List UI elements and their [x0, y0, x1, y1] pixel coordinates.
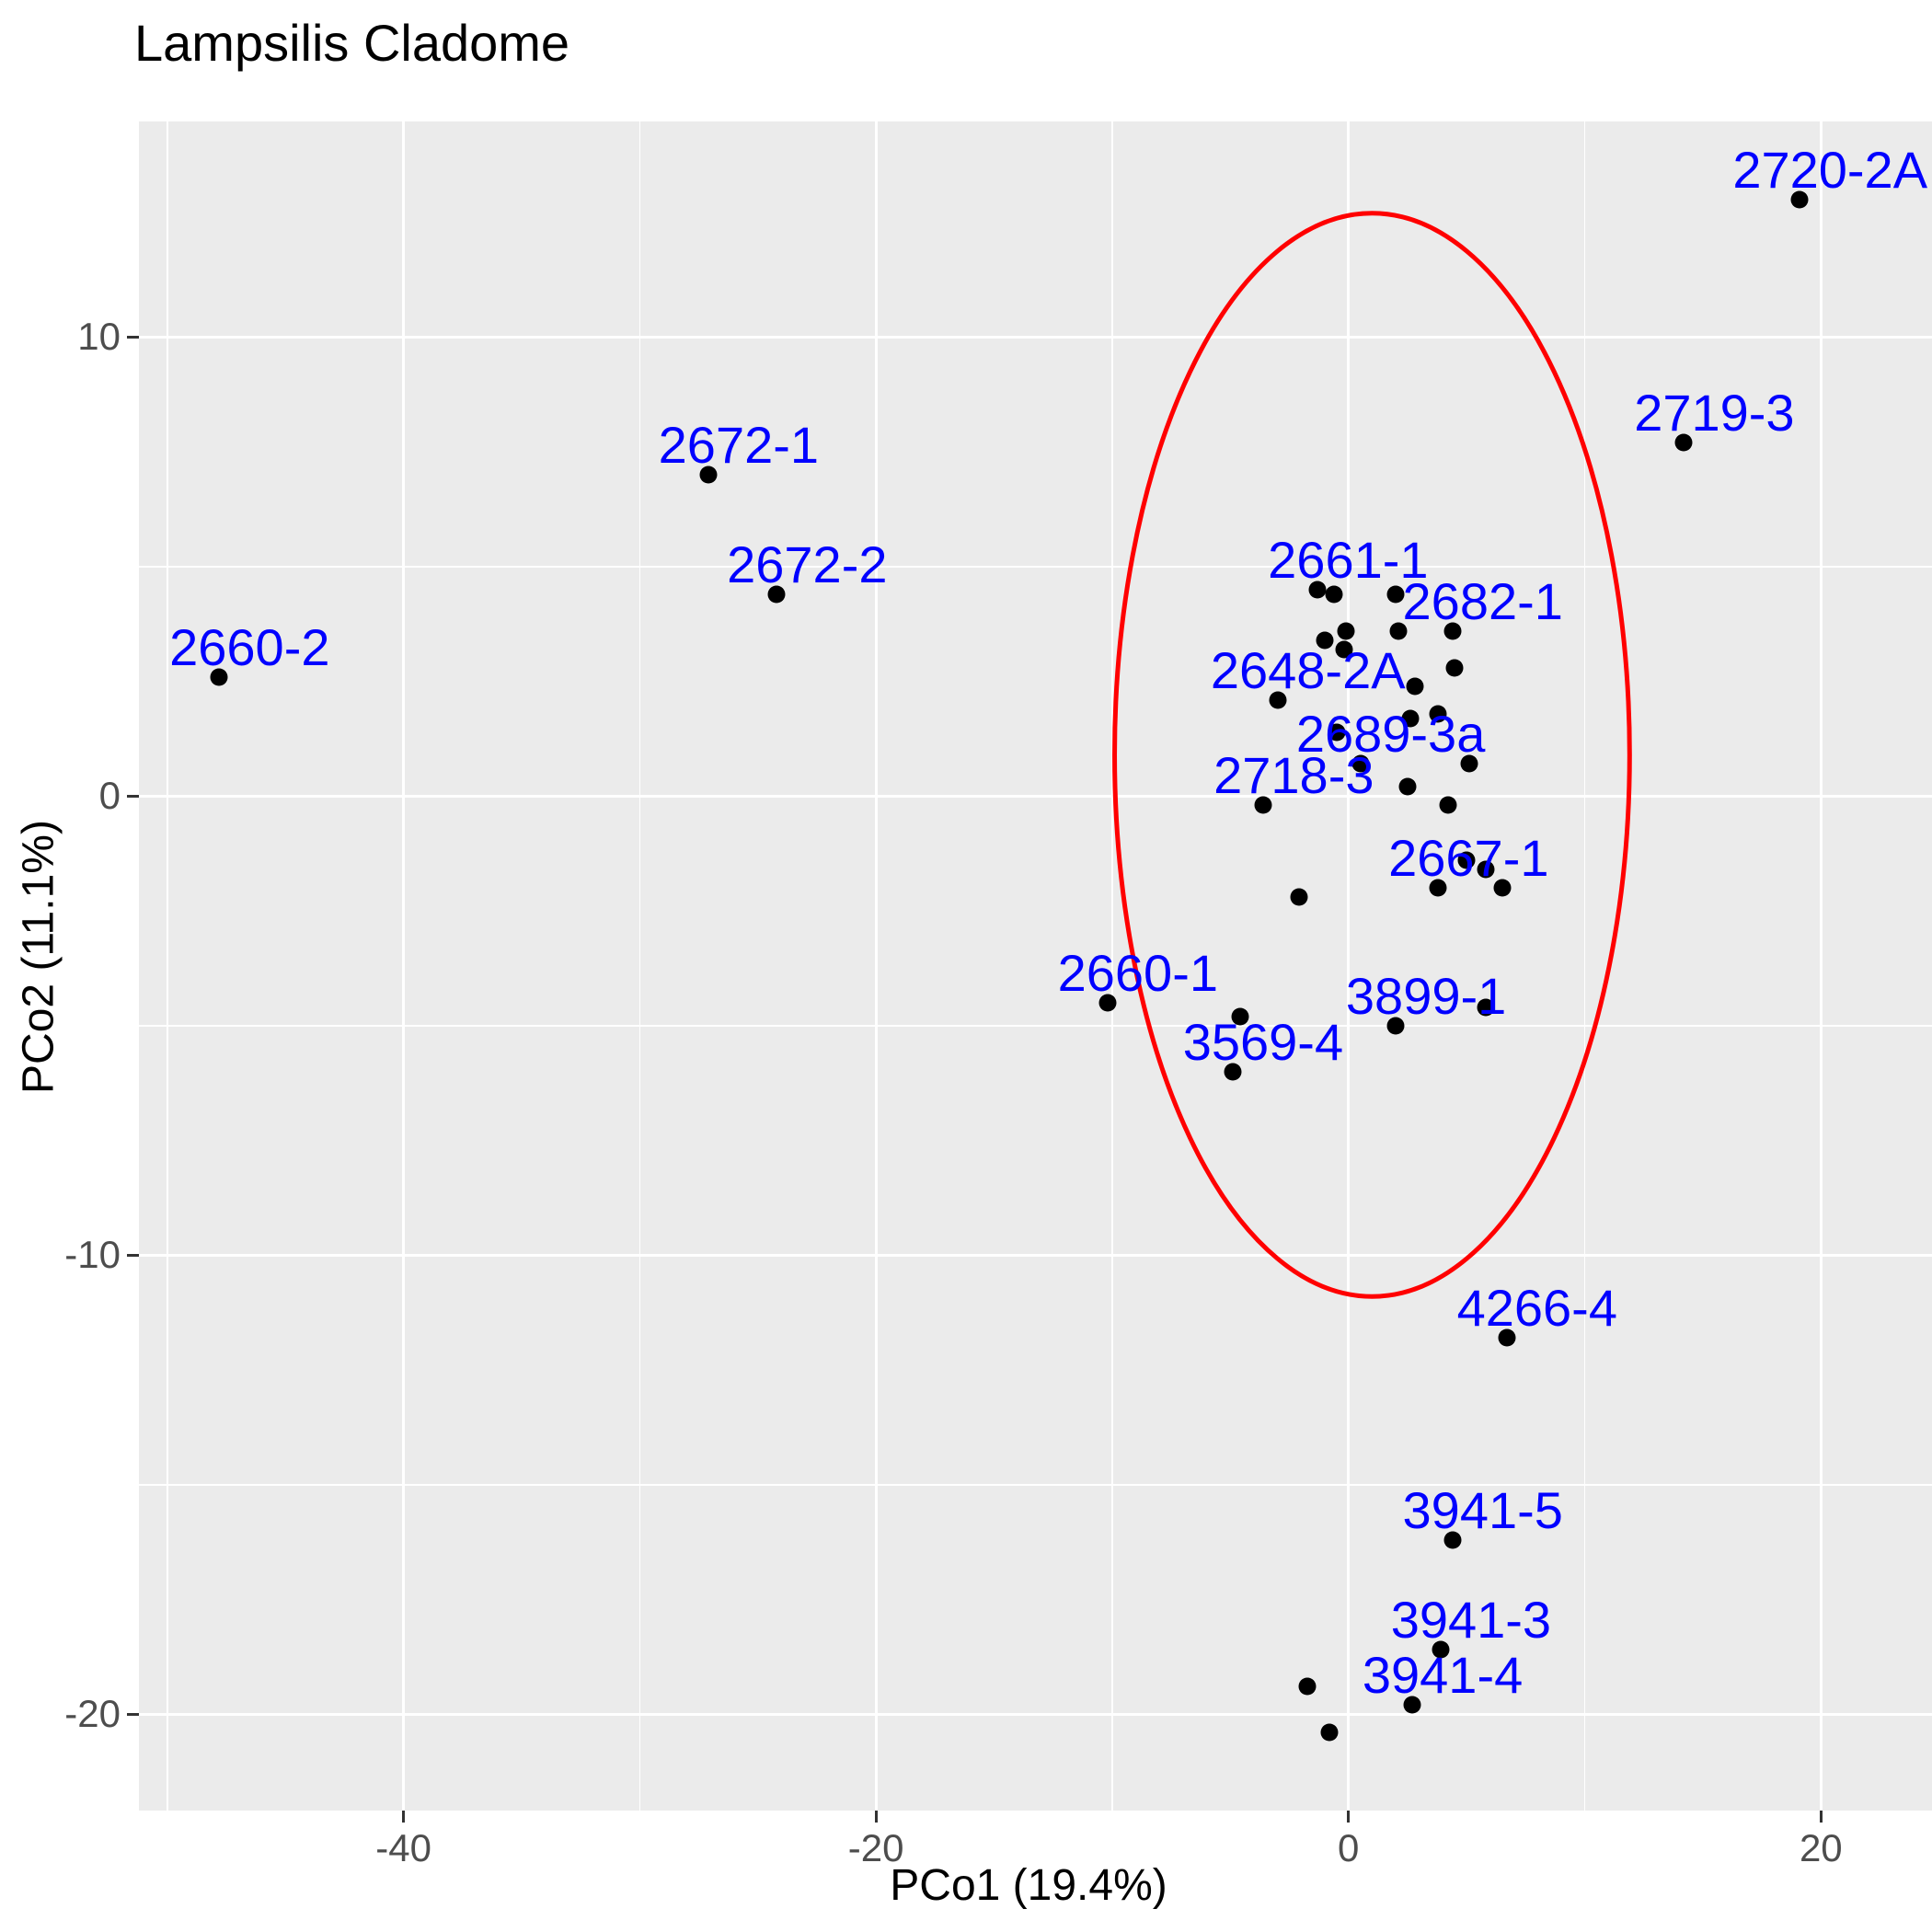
- point-label-2660-2: 2660-2: [169, 617, 330, 676]
- x-gridline--30: [638, 121, 641, 1811]
- y-tick-label--10: -10: [64, 1233, 121, 1277]
- data-point: [1231, 1007, 1249, 1026]
- data-point-2648-2A: [1269, 691, 1287, 709]
- x-tick-label--20: -20: [847, 1826, 904, 1869]
- data-point-2719-3: [1674, 433, 1693, 452]
- data-point-2672-2: [767, 585, 786, 604]
- y-tick-mark--10: [127, 1253, 139, 1257]
- y-gridline-5: [139, 566, 1932, 568]
- data-point: [1328, 723, 1346, 742]
- point-label-2661-1: 2661-1: [1268, 530, 1429, 589]
- data-point: [1335, 640, 1353, 659]
- data-point: [1493, 879, 1512, 897]
- y-tick-mark-0: [127, 794, 139, 798]
- point-label-2667-1: 2667-1: [1388, 829, 1549, 888]
- chart-title: Lampsilis Cladome: [134, 14, 570, 72]
- data-point: [1398, 777, 1417, 796]
- data-point-2667-1: [1429, 879, 1447, 897]
- point-label-2720-2A: 2720-2A: [1732, 140, 1928, 199]
- data-point-2660-1: [1098, 994, 1117, 1012]
- data-point: [1401, 709, 1419, 728]
- y-gridline--10: [139, 1253, 1932, 1257]
- plot-panel: 2660-2 2672-1 2672-2 2660-1 3569-4 2648-2A 271…: [139, 121, 1932, 1811]
- data-point: [1320, 1723, 1339, 1742]
- x-gridline-20: [1819, 121, 1823, 1811]
- data-point: [1477, 998, 1495, 1017]
- point-label-2689-3a: 2689-3a: [1295, 705, 1486, 764]
- data-point-3569-4: [1224, 1063, 1242, 1081]
- point-label-3941-5: 3941-5: [1402, 1480, 1563, 1539]
- data-point-2661-1: [1308, 581, 1327, 599]
- point-label-3899-1: 3899-1: [1345, 966, 1507, 1025]
- point-label-3569-4: 3569-4: [1182, 1012, 1344, 1071]
- point-label-2719-3: 2719-3: [1634, 384, 1795, 443]
- data-point-2682-1: [1443, 622, 1462, 640]
- data-point: [1337, 622, 1355, 640]
- x-gridline--50: [167, 121, 168, 1811]
- data-point: [1445, 659, 1464, 677]
- point-label-2648-2A: 2648-2A: [1210, 640, 1406, 699]
- x-tick-mark--40: [402, 1811, 406, 1823]
- x-gridline--10: [1111, 121, 1113, 1811]
- data-point-2660-2: [210, 668, 228, 686]
- y-tick-mark-10: [127, 335, 139, 339]
- data-point-2672-1: [699, 466, 718, 484]
- y-tick-label-10: 10: [77, 315, 121, 359]
- data-point-3941-5: [1443, 1531, 1462, 1549]
- x-axis-title: PCo1 (19.4%): [890, 1861, 1167, 1910]
- y-gridline--5: [139, 1025, 1932, 1027]
- x-gridline-10: [1583, 121, 1586, 1811]
- data-point: [1290, 888, 1308, 906]
- x-tick-label-0: 0: [1338, 1826, 1360, 1869]
- data-point-3899-1: [1386, 1017, 1405, 1035]
- data-point-2720-2A: [1790, 190, 1809, 209]
- data-point-4266-4: [1498, 1328, 1516, 1347]
- x-tick-label--40: -40: [375, 1826, 431, 1869]
- y-gridline--15: [139, 1484, 1932, 1486]
- x-gridline--40: [402, 121, 406, 1811]
- point-label-2672-1: 2672-1: [658, 416, 820, 475]
- data-point: [1298, 1677, 1317, 1696]
- data-point: [1429, 705, 1447, 723]
- data-point: [1389, 622, 1408, 640]
- x-tick-mark-0: [1347, 1811, 1351, 1823]
- point-label-3941-3: 3941-3: [1390, 1591, 1552, 1650]
- data-point: [1406, 677, 1424, 696]
- data-point-3941-4: [1403, 1696, 1421, 1714]
- point-label-3941-4: 3941-4: [1362, 1646, 1524, 1705]
- point-label-4266-4: 4266-4: [1456, 1279, 1617, 1338]
- data-point: [1316, 631, 1334, 650]
- y-gridline--20: [139, 1712, 1932, 1716]
- x-tick-mark--20: [874, 1811, 878, 1823]
- data-point-2718-3: [1254, 796, 1272, 814]
- y-tick-mark--20: [127, 1712, 139, 1716]
- x-gridline--20: [874, 121, 878, 1811]
- data-point: [1325, 585, 1343, 604]
- y-gridline-0: [139, 794, 1932, 798]
- point-label-2682-1: 2682-1: [1402, 571, 1563, 630]
- data-point-3941-3: [1432, 1640, 1450, 1659]
- data-point: [1477, 860, 1495, 879]
- data-point: [1439, 796, 1457, 814]
- x-tick-label-20: 20: [1799, 1826, 1843, 1869]
- y-tick-label-0: 0: [98, 774, 121, 818]
- y-axis-title: PCo2 (11.1%): [14, 820, 63, 1094]
- x-tick-mark-20: [1819, 1811, 1823, 1823]
- confidence-ellipse-layer: [1112, 211, 1632, 1299]
- data-point: [1460, 754, 1478, 773]
- y-gridline-10: [139, 335, 1932, 339]
- point-label-2672-2: 2672-2: [727, 535, 888, 593]
- y-tick-label--20: -20: [64, 1692, 121, 1736]
- data-point: [1386, 585, 1405, 604]
- data-point: [1457, 851, 1476, 869]
- point-label-2660-1: 2660-1: [1057, 943, 1218, 1002]
- point-label-2718-3: 2718-3: [1213, 746, 1374, 805]
- data-point-2689-3a: [1351, 754, 1370, 773]
